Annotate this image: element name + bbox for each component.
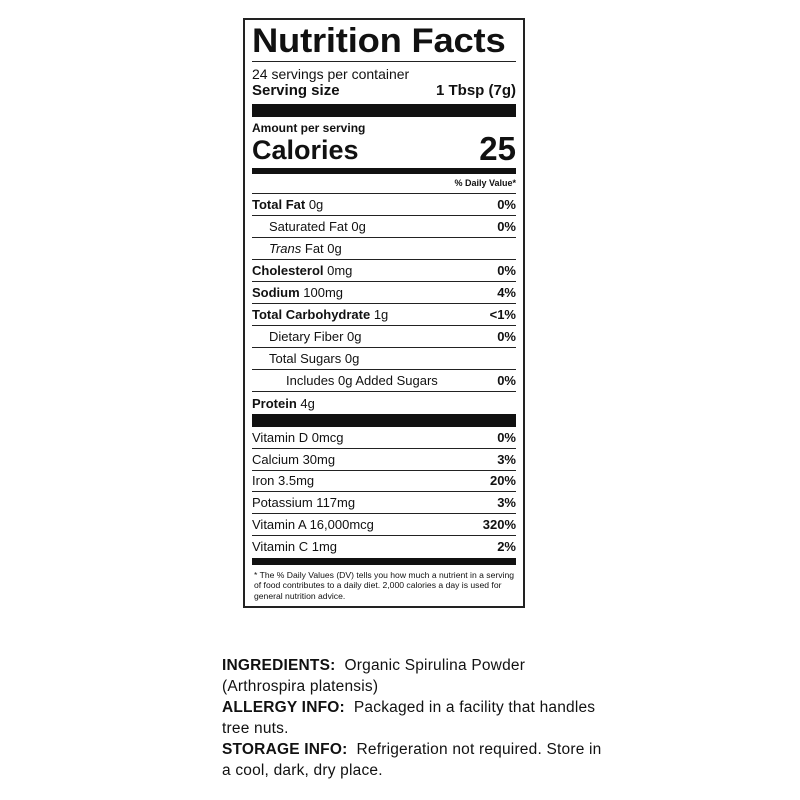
nutrient-row: Sodium 100mg 4% — [252, 282, 516, 304]
nutrition-facts-label: Nutrition Facts 24 servings per containe… — [243, 18, 525, 608]
daily-value-header: % Daily Value* — [252, 176, 516, 194]
allergy-info: ALLERGY INFO: Packaged in a facility tha… — [222, 699, 596, 737]
thick-divider — [252, 414, 516, 427]
vitamin-row: Vitamin D 0mcg 0% — [252, 427, 516, 449]
nutrient-row: Trans Fat 0g — [252, 238, 516, 260]
serving-size-value: 1 Tbsp (7g) — [435, 82, 516, 99]
product-info: INGREDIENTS: Organic Spirulina Powder (A… — [222, 655, 602, 781]
nutrient-row: Saturated Fat 0g 0% — [252, 216, 516, 238]
nutrient-row: Total Carbohydrate 1g <1% — [252, 304, 516, 326]
ingredients: INGREDIENTS: Organic Spirulina Powder (A… — [222, 657, 526, 695]
nutrient-row: Includes 0g Added Sugars 0% — [252, 370, 516, 392]
divider — [252, 61, 516, 62]
vitamin-row: Iron 3.5mg 20% — [252, 471, 516, 493]
nutrient-row: Total Sugars 0g — [252, 348, 516, 370]
calories-row: Calories 25 — [252, 130, 516, 167]
vitamin-row: Calcium 30mg 3% — [252, 449, 516, 471]
amount-per-serving: Amount per serving — [252, 121, 366, 135]
serving-size: Serving size 1 Tbsp (7g) — [252, 82, 516, 100]
footnote: * The % Daily Values (DV) tells you how … — [254, 569, 514, 601]
nutrient-row: Total Fat 0g 0% — [252, 194, 516, 216]
label-title: Nutrition Facts — [252, 22, 506, 60]
nutrient-row: Protein 4g — [252, 395, 315, 411]
nutrient-row: Cholesterol 0mg 0% — [252, 260, 516, 282]
nutrient-row: Dietary Fiber 0g 0% — [252, 326, 516, 348]
servings-per-container: 24 servings per container — [252, 66, 410, 82]
vitamin-row: Vitamin A 16,000mcg 320% — [252, 514, 516, 536]
vitamin-row: Vitamin C 1mg 2% — [252, 539, 516, 555]
vitamin-row: Potassium 117mg 3% — [252, 492, 516, 515]
storage-info: STORAGE INFO: Refrigeration not required… — [222, 741, 602, 779]
calories-value: 25 — [479, 130, 516, 167]
medium-divider — [252, 168, 516, 174]
serving-size-label: Serving size — [252, 82, 340, 99]
medium-divider — [252, 557, 516, 565]
thick-divider — [252, 104, 516, 117]
calories-label: Calories — [252, 135, 359, 165]
